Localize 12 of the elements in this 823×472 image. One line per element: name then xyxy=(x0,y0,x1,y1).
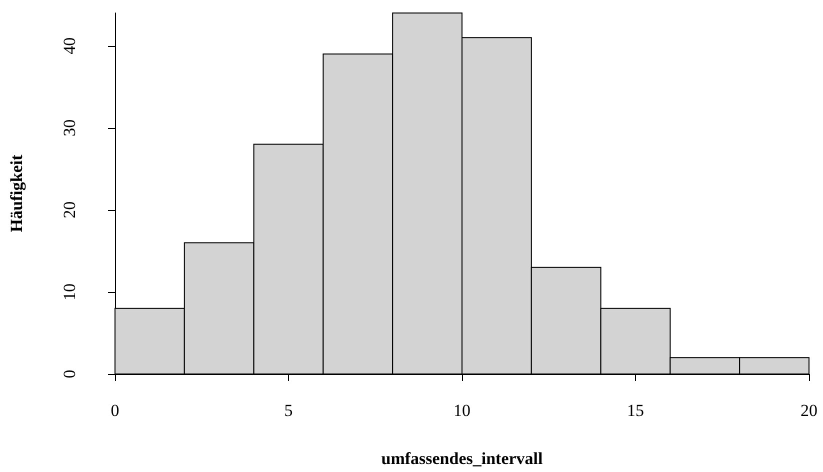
x-axis-title: umfassendes_intervall xyxy=(381,449,544,468)
y-tick-label: 0 xyxy=(60,370,79,378)
y-tick-label: 40 xyxy=(60,37,79,54)
x-tick-label: 20 xyxy=(800,401,818,420)
x-tick-label: 5 xyxy=(284,401,293,420)
y-tick-label: 30 xyxy=(60,119,79,136)
y-tick-label: 10 xyxy=(60,283,79,300)
x-tick-label: 0 xyxy=(110,401,120,420)
x-tick-label: 10 xyxy=(454,401,470,420)
y-tick-label: 20 xyxy=(60,201,79,218)
y-axis-title: Häufigkeit xyxy=(7,154,26,232)
x-tick-label: 15 xyxy=(627,401,644,420)
